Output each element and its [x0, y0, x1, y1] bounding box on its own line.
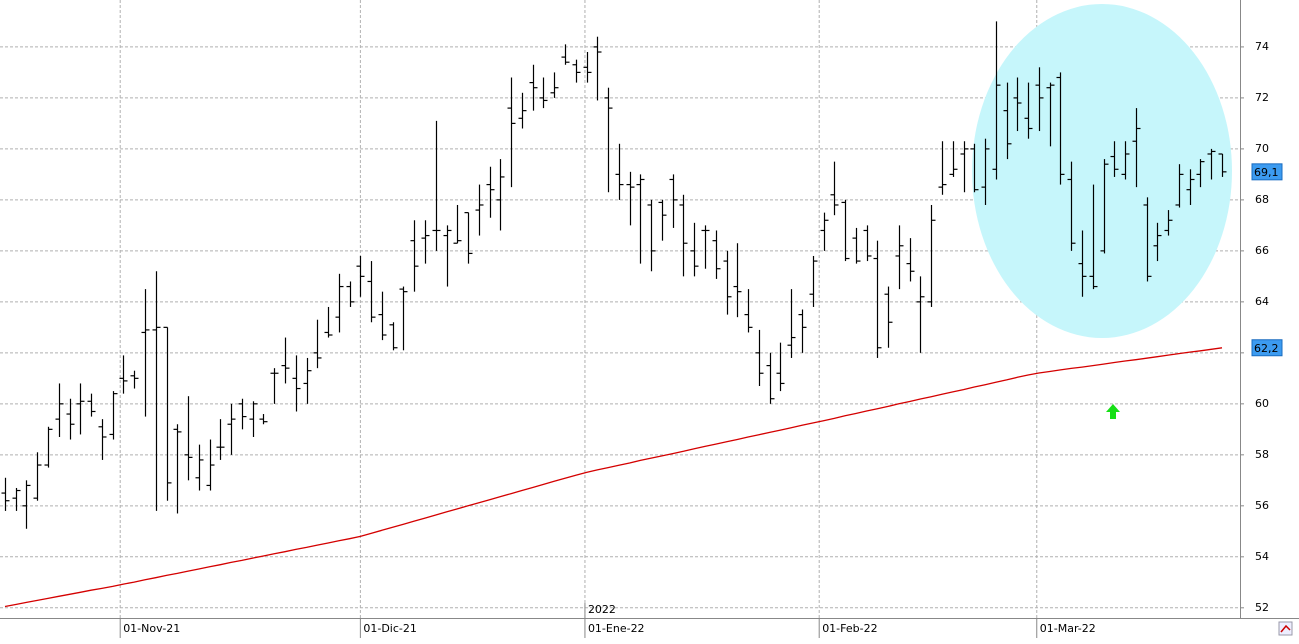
- y-tick-label: 60: [1255, 397, 1269, 410]
- x-tick-label: 01-Dic-21: [363, 622, 417, 635]
- y-tick-label: 54: [1255, 550, 1269, 563]
- y-tick-label: 56: [1255, 499, 1269, 512]
- x-tick-label: 01-Mar-22: [1040, 622, 1096, 635]
- y-tick-label: 72: [1255, 91, 1269, 104]
- x-tick-label: 01-Ene-22: [588, 622, 645, 635]
- y-tick-label: 76: [1255, 0, 1269, 2]
- x-tick-label: 01-Nov-21: [123, 622, 180, 635]
- last-value-label: 62,2: [1254, 342, 1279, 355]
- marks: [1, 21, 1227, 608]
- y-tick-label: 52: [1255, 601, 1269, 614]
- y-tick-label: 74: [1255, 40, 1269, 53]
- last-value-box: [1251, 339, 1283, 357]
- up-arrow: [1106, 404, 1120, 419]
- y-tick-label: 58: [1255, 448, 1269, 461]
- year-label: 2022: [588, 603, 616, 616]
- y-tick-label: 70: [1255, 142, 1269, 155]
- labels: 5254565860626466687072747601-Nov-2101-Di…: [119, 0, 1283, 638]
- y-tick-label: 66: [1255, 244, 1269, 257]
- last-value-label: 69,1: [1254, 166, 1279, 179]
- corner-icon: [1278, 621, 1293, 636]
- y-tick-label: 68: [1255, 193, 1269, 206]
- last-value-box: [1251, 163, 1283, 181]
- y-tick-label: 64: [1255, 295, 1269, 308]
- highlight-ellipse: [972, 4, 1232, 338]
- x-tick-label: 01-Feb-22: [822, 622, 877, 635]
- moving-average-line: [4, 347, 1223, 608]
